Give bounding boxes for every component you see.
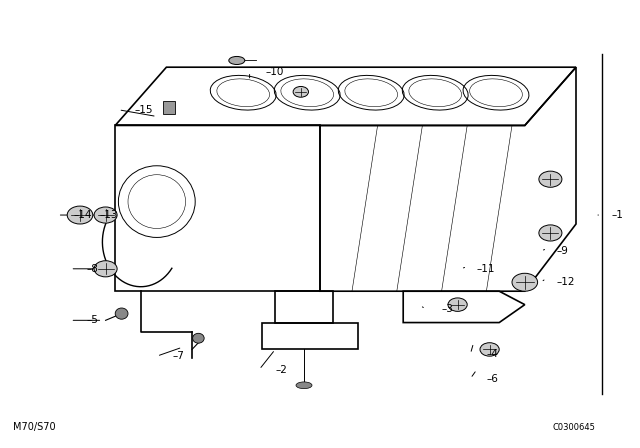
- Text: –2: –2: [275, 365, 287, 375]
- Circle shape: [67, 206, 93, 224]
- Text: –1: –1: [611, 210, 623, 220]
- Ellipse shape: [296, 382, 312, 388]
- Text: –10: –10: [266, 67, 284, 77]
- Text: –12: –12: [557, 277, 575, 287]
- Circle shape: [94, 261, 117, 277]
- Bar: [163, 101, 175, 114]
- Text: –15: –15: [134, 105, 153, 115]
- Text: –5: –5: [86, 315, 99, 325]
- Ellipse shape: [229, 56, 245, 65]
- Circle shape: [448, 298, 467, 311]
- Circle shape: [539, 225, 562, 241]
- Text: –9: –9: [557, 246, 569, 256]
- Circle shape: [293, 86, 308, 97]
- Ellipse shape: [115, 308, 128, 319]
- Text: –13: –13: [99, 210, 118, 220]
- Circle shape: [480, 343, 499, 356]
- Text: –6: –6: [486, 374, 499, 383]
- Text: –4: –4: [486, 349, 499, 359]
- Text: –11: –11: [477, 264, 495, 274]
- Text: C0300645: C0300645: [552, 423, 595, 432]
- Text: –8: –8: [86, 264, 99, 274]
- Circle shape: [512, 273, 538, 291]
- Text: –3: –3: [442, 304, 454, 314]
- Circle shape: [539, 171, 562, 187]
- Text: –14: –14: [74, 210, 92, 220]
- Text: M70/S70: M70/S70: [13, 422, 56, 432]
- Text: –7: –7: [173, 351, 185, 361]
- Ellipse shape: [193, 333, 204, 343]
- Circle shape: [94, 207, 117, 223]
